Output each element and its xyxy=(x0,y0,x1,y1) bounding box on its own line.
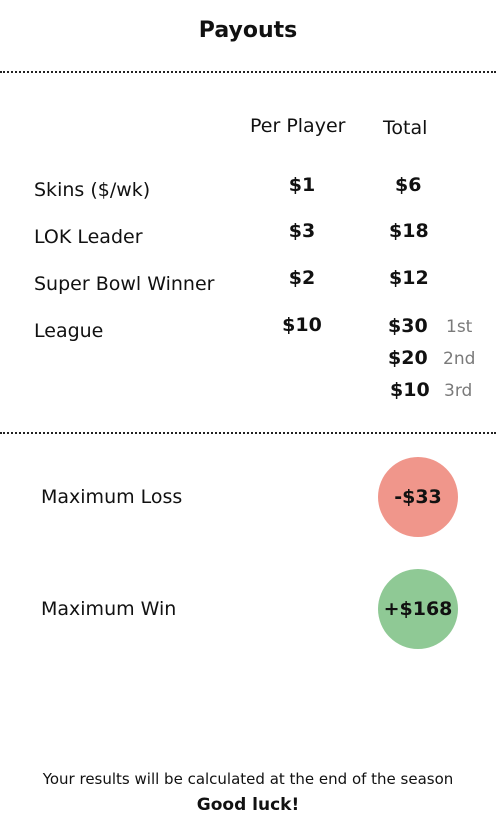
footer-note: Your results will be calculated at the e… xyxy=(42,770,454,788)
row-label-lok-leader: LOK Leader xyxy=(34,226,143,248)
place-label-1st: 1st xyxy=(446,317,473,337)
table-divider xyxy=(0,432,496,434)
header-divider xyxy=(0,71,496,73)
row-label-league: League xyxy=(34,320,104,342)
total-league-3rd: $10 xyxy=(390,379,430,401)
place-label-2nd: 2nd xyxy=(443,349,476,369)
per-player-league: $10 xyxy=(282,314,322,336)
total-lok-leader: $18 xyxy=(389,220,429,242)
per-player-super-bowl-winner: $2 xyxy=(288,267,316,289)
max-win-label: Maximum Win xyxy=(41,598,177,620)
max-loss-value: -$33 xyxy=(394,486,442,508)
per-player-lok-leader: $3 xyxy=(288,220,316,242)
total-league-2nd: $20 xyxy=(388,347,428,369)
total-skins: $6 xyxy=(395,174,422,196)
total-league-1st: $30 xyxy=(388,315,428,337)
per-player-skins: $1 xyxy=(288,174,316,196)
page-title: Payouts xyxy=(198,18,298,43)
col-header-total: Total xyxy=(383,117,428,139)
col-header-per-player: Per Player xyxy=(250,115,346,137)
footer-good-luck: Good luck! xyxy=(196,795,300,815)
max-loss-label: Maximum Loss xyxy=(41,486,183,508)
max-win-value: +$168 xyxy=(383,598,453,620)
max-win-badge: +$168 xyxy=(378,569,458,649)
place-label-3rd: 3rd xyxy=(444,381,473,401)
row-label-super-bowl-winner: Super Bowl Winner xyxy=(34,273,215,295)
total-super-bowl-winner: $12 xyxy=(389,267,429,289)
max-loss-badge: -$33 xyxy=(378,457,458,537)
row-label-skins: Skins ($/wk) xyxy=(34,179,151,201)
